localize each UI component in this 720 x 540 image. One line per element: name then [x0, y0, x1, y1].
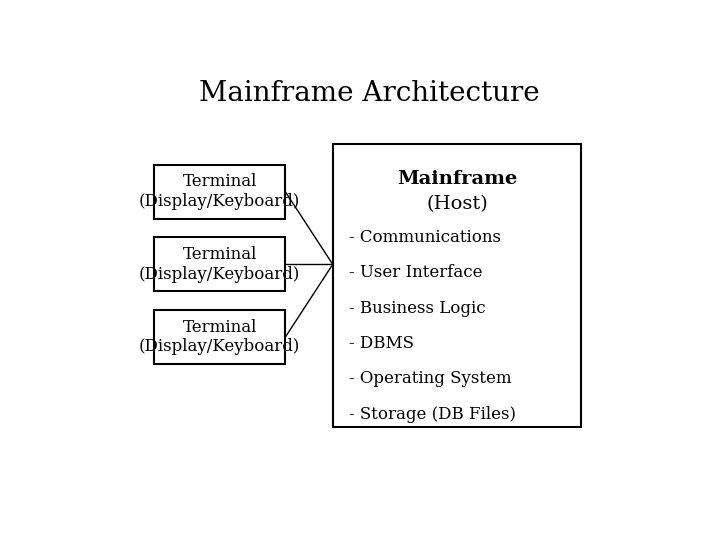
Text: Terminal
(Display/Keyboard): Terminal (Display/Keyboard) [139, 173, 300, 210]
Bar [333, 144, 581, 427]
Text: (Host): (Host) [426, 195, 487, 213]
Text: - Operating System: - Operating System [349, 370, 512, 387]
Text: Mainframe Architecture: Mainframe Architecture [199, 80, 539, 107]
Text: - Communications: - Communications [349, 229, 501, 246]
Text: Mainframe: Mainframe [397, 170, 517, 188]
Bar [154, 165, 285, 219]
Bar [154, 238, 285, 292]
Text: - Storage (DB Files): - Storage (DB Files) [349, 406, 516, 423]
Bar [154, 310, 285, 364]
Text: - DBMS: - DBMS [349, 335, 415, 352]
Text: - User Interface: - User Interface [349, 264, 483, 281]
Text: Terminal
(Display/Keyboard): Terminal (Display/Keyboard) [139, 319, 300, 355]
Text: - Business Logic: - Business Logic [349, 300, 486, 316]
Text: Terminal
(Display/Keyboard): Terminal (Display/Keyboard) [139, 246, 300, 282]
